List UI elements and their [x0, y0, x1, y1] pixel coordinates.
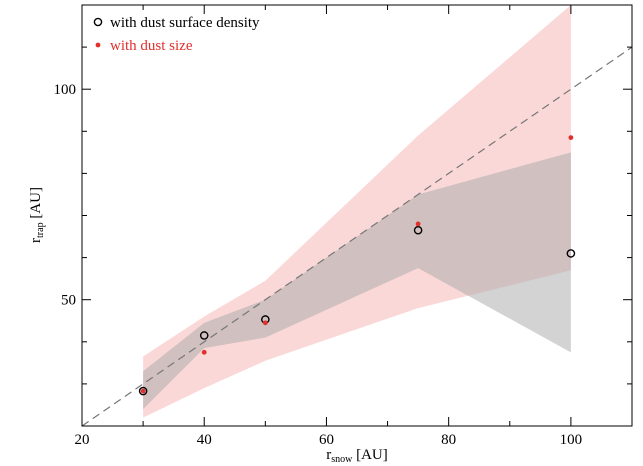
point-series-0-1: [199, 331, 209, 340]
uncertainty-bands: [143, 5, 571, 418]
point-series-1-3: [415, 221, 421, 227]
point-series-0-0: [138, 386, 148, 396]
reference-line: [82, 46, 632, 426]
point-series-1-1: [201, 349, 207, 355]
point-series-1-0: [140, 388, 146, 394]
legend-marker-dust-surface-density: [93, 17, 103, 27]
point-series-1-4: [568, 135, 574, 141]
x-tick-label: 60: [319, 432, 334, 448]
legend-marker-dust-size: [95, 42, 101, 48]
x-axis-label: rsnow [AU]: [326, 447, 388, 465]
point-series-0-4: [566, 249, 576, 258]
x-tick-label: 80: [441, 432, 456, 448]
data-markers: [138, 135, 576, 396]
band-1: [143, 152, 571, 410]
legend-label-dust-size: with dust size: [110, 38, 193, 54]
y-axis-label: rtrap [AU]: [28, 187, 46, 243]
legend-label-dust-surface-density: with dust surface density: [110, 15, 260, 31]
reference-line-group: [82, 46, 632, 426]
legend: with dust surface density with dust size: [93, 15, 260, 54]
point-series-1-2: [262, 320, 268, 326]
ticks: 20 40 60 80 100 50 100: [54, 5, 633, 448]
y-tick-label: 100: [54, 82, 77, 98]
x-tick-label: 40: [197, 432, 212, 448]
x-tick-label: 20: [75, 432, 90, 448]
y-tick-label: 50: [61, 293, 76, 309]
point-series-0-3: [413, 225, 423, 235]
x-tick-label: 100: [560, 432, 583, 448]
